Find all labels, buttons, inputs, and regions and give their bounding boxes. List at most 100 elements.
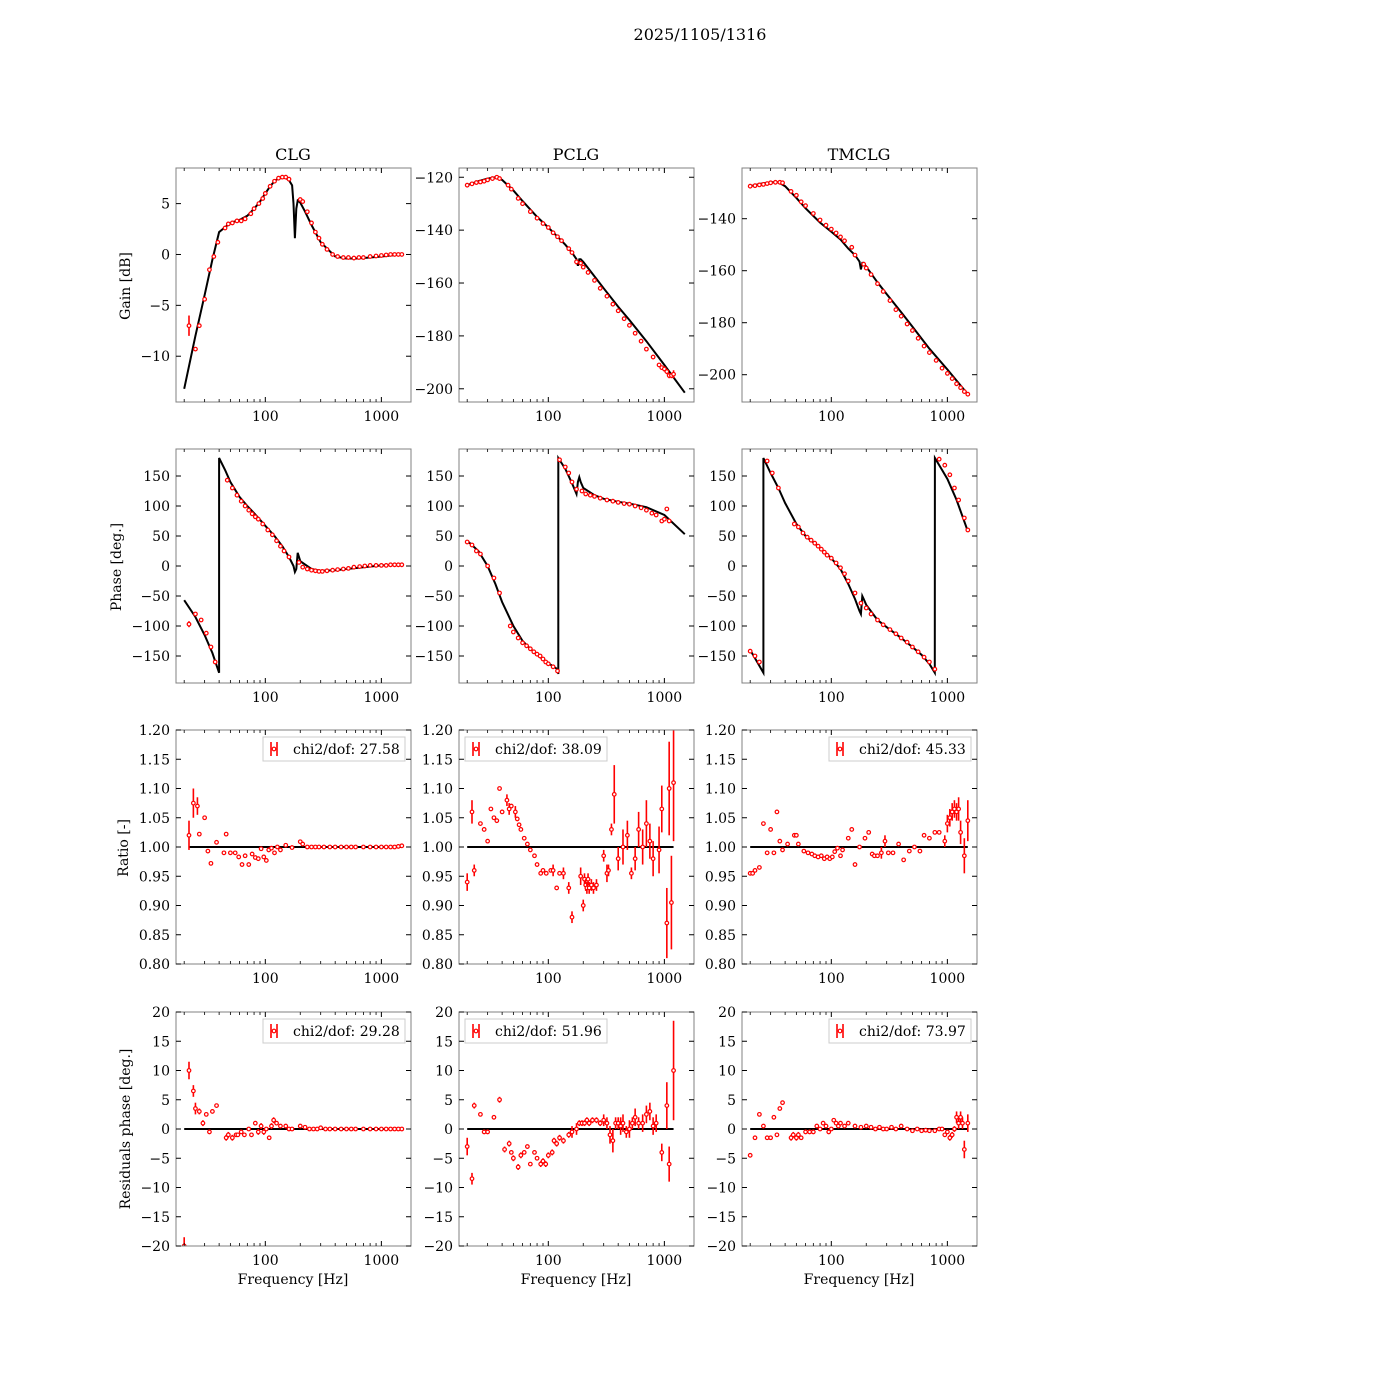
data-point bbox=[388, 1126, 393, 1132]
data-point bbox=[353, 844, 359, 850]
data-point bbox=[636, 1120, 642, 1126]
data-point bbox=[527, 209, 533, 215]
data-point bbox=[506, 1141, 512, 1147]
data-point bbox=[540, 1158, 546, 1164]
data-point bbox=[357, 564, 363, 569]
data-point bbox=[252, 1120, 258, 1126]
data-point bbox=[795, 524, 801, 530]
x-tick-label: 100 bbox=[252, 1253, 279, 1269]
data-point bbox=[238, 498, 244, 504]
data-point bbox=[756, 182, 762, 188]
data-point bbox=[640, 1120, 646, 1126]
data-point bbox=[554, 1141, 560, 1147]
x-tick-label: 1000 bbox=[930, 690, 966, 706]
data-point bbox=[804, 534, 810, 540]
data-point bbox=[932, 829, 938, 835]
data-point bbox=[632, 1114, 638, 1120]
data-point bbox=[833, 560, 839, 566]
panel-11: 100 1000 20 15 10 5 0 −5 −10 −15 −20 chi2/dof: 73.9… bbox=[706, 1005, 978, 1269]
data-point bbox=[893, 631, 899, 637]
data-point bbox=[196, 831, 202, 837]
ylabel-gain: Gain [dB] bbox=[118, 252, 134, 320]
data-point bbox=[232, 850, 238, 856]
data-point bbox=[238, 218, 244, 224]
panel-10: 100 1000 20 15 10 5 0 −5 −10 −15 −20 chi2/dof: 51.9… bbox=[423, 1005, 695, 1269]
y-tick-label: 100 bbox=[143, 499, 170, 515]
data-point bbox=[880, 289, 886, 294]
data-point bbox=[774, 809, 780, 815]
data-point bbox=[261, 1129, 267, 1135]
data-point bbox=[324, 246, 330, 252]
data-point bbox=[921, 832, 927, 838]
plot-area bbox=[464, 730, 676, 959]
data-point bbox=[666, 786, 672, 791]
x-tick-label: 1000 bbox=[364, 409, 400, 425]
data-point bbox=[861, 261, 867, 267]
y-tick-label: 1.00 bbox=[139, 840, 170, 856]
data-point bbox=[939, 1126, 945, 1132]
data-point bbox=[399, 252, 405, 257]
data-point bbox=[949, 1132, 955, 1138]
data-point bbox=[562, 464, 568, 470]
data-point bbox=[235, 1132, 241, 1138]
axes-frame bbox=[741, 167, 978, 403]
data-point bbox=[890, 850, 896, 856]
legend-marker bbox=[837, 1028, 843, 1034]
legend-label: chi2/dof: 38.09 bbox=[495, 742, 602, 758]
y-tick-label: 0 bbox=[161, 1122, 170, 1138]
x-tick-label: 1000 bbox=[647, 971, 683, 987]
data-point bbox=[497, 176, 502, 181]
data-point bbox=[534, 862, 540, 867]
data-point bbox=[242, 503, 248, 509]
data-point bbox=[383, 563, 389, 568]
data-point bbox=[620, 844, 626, 850]
data-point bbox=[671, 1068, 676, 1073]
data-point bbox=[845, 835, 851, 841]
data-point bbox=[771, 850, 777, 856]
data-point bbox=[764, 850, 770, 856]
data-point bbox=[926, 350, 932, 356]
data-point bbox=[793, 832, 799, 838]
data-point bbox=[518, 827, 524, 832]
data-point bbox=[591, 885, 596, 891]
data-point bbox=[540, 656, 546, 662]
data-point bbox=[464, 182, 470, 188]
data-point bbox=[777, 838, 783, 844]
data-point bbox=[610, 498, 616, 504]
data-point bbox=[653, 512, 659, 518]
y-tick-label: 1.05 bbox=[139, 811, 170, 827]
data-point bbox=[807, 1129, 813, 1135]
data-point bbox=[580, 264, 586, 270]
data-point bbox=[764, 458, 770, 464]
data-point bbox=[255, 516, 261, 522]
data-point bbox=[863, 265, 869, 271]
y-tick-label: −5 bbox=[715, 1151, 736, 1167]
data-point bbox=[944, 1129, 950, 1135]
data-point bbox=[597, 495, 603, 501]
y-tick-label: −150 bbox=[415, 649, 453, 665]
data-point bbox=[515, 196, 521, 201]
data-point bbox=[260, 521, 266, 527]
data-point bbox=[223, 831, 229, 837]
y-tick-label: 0 bbox=[444, 1122, 453, 1138]
data-point bbox=[555, 234, 560, 240]
data-point bbox=[566, 885, 572, 891]
data-point bbox=[561, 1138, 566, 1144]
data-point bbox=[383, 1126, 389, 1132]
data-point bbox=[620, 1120, 626, 1126]
legend-box bbox=[262, 1018, 406, 1044]
data-point bbox=[863, 605, 869, 611]
data-point bbox=[815, 543, 821, 549]
data-point bbox=[202, 296, 208, 302]
data-point bbox=[910, 328, 915, 333]
y-tick-label: 15 bbox=[152, 1034, 170, 1050]
data-point bbox=[186, 832, 192, 838]
data-point bbox=[302, 1124, 308, 1130]
data-point bbox=[800, 530, 806, 536]
data-point bbox=[312, 229, 318, 235]
data-point bbox=[221, 850, 227, 856]
data-point bbox=[610, 1138, 616, 1144]
x-tick-label: 100 bbox=[252, 409, 279, 425]
data-point bbox=[875, 853, 880, 859]
